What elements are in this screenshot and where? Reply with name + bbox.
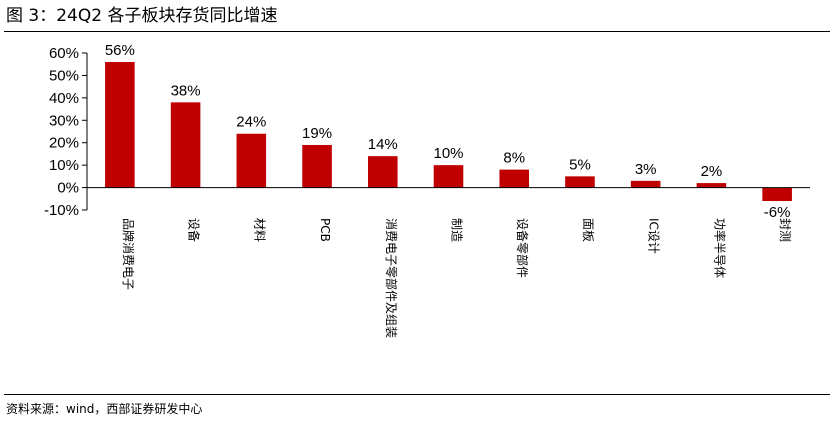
category-label: 消费电子零部件及组装	[384, 218, 399, 338]
bar	[565, 176, 595, 187]
data-label: 38%	[171, 82, 201, 99]
data-label: 3%	[635, 161, 657, 178]
category-label: 设备零部件	[515, 218, 530, 278]
source-note: 资料来源：wind，西部证券研发中心	[6, 400, 202, 418]
data-label: 24%	[236, 114, 266, 131]
category-label: IC设计	[647, 218, 661, 254]
category-label: 制造	[450, 218, 464, 242]
bar	[762, 188, 792, 201]
bars	[105, 62, 792, 201]
category-labels: 品牌消费电子 设备 材料 PCB 消费电子零部件及组装 制造 设备零部件 面板 IC设计 功率半导…	[121, 218, 792, 338]
category-label: 面板	[581, 218, 595, 242]
y-tick-label: 40%	[49, 90, 79, 107]
data-label: 5%	[569, 156, 591, 173]
data-label: 14%	[368, 136, 398, 153]
category-label: 品牌消费电子	[121, 218, 135, 290]
bar	[697, 183, 727, 187]
bar	[105, 62, 135, 188]
category-label: 封测	[778, 218, 792, 242]
y-tick-label: 20%	[49, 135, 79, 152]
y-tick-label: 10%	[49, 157, 79, 174]
data-label: 56%	[105, 42, 135, 59]
y-tick-label: 60%	[49, 45, 79, 62]
y-tick-label: 30%	[49, 112, 79, 129]
category-label: 设备	[187, 218, 201, 242]
bar	[368, 156, 398, 187]
data-label: 2%	[701, 163, 723, 180]
bar	[171, 102, 201, 187]
data-label: 19%	[302, 125, 332, 142]
bar	[434, 165, 464, 187]
footer-rule	[4, 394, 830, 395]
category-label: PCB	[318, 218, 332, 242]
y-tick-label: 0%	[57, 180, 79, 197]
bar	[499, 170, 529, 188]
data-labels: 56%38%24%19%14%10% 8% 5% 3% 2%-6%	[105, 42, 791, 221]
bar	[237, 134, 267, 188]
category-label: 功率半导体	[712, 218, 727, 278]
y-tick-label: 50%	[49, 67, 79, 84]
bar	[631, 181, 661, 188]
y-axis: -10% 0% 10% 20% 30% 40% 50% 60%	[44, 45, 87, 219]
category-label: 材料	[252, 218, 266, 242]
data-label: 10%	[433, 145, 463, 162]
data-label: 8%	[503, 150, 525, 167]
bar	[302, 145, 332, 188]
y-tick-label: -10%	[44, 202, 79, 219]
